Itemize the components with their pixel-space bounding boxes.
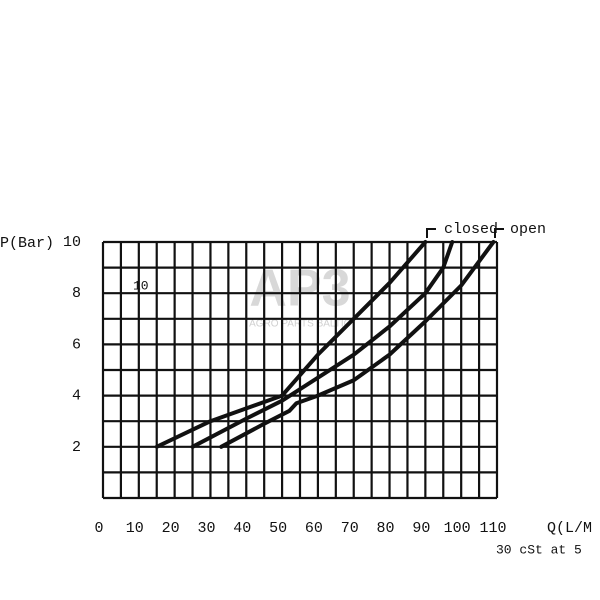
x-tick-label: 30 [197,520,215,537]
x-tick-label: 110 [479,520,506,537]
note: 30 cSt at 5 [496,542,582,557]
y-tick-label: 8 [72,285,81,302]
y-tick-label: 10 [63,234,81,251]
x-tick-label: 20 [162,520,180,537]
curve [154,240,428,449]
x-tick-label: 10 [126,520,144,537]
x-tick-label: 70 [341,520,359,537]
annotation: closed [444,221,498,238]
y-axis-label: P(Bar) [0,235,54,252]
x-tick-label: 80 [377,520,395,537]
x-tick-label: 100 [444,520,471,537]
inner-label: 10 [133,278,149,293]
y-tick-label: 2 [72,439,81,456]
x-tick-label: 90 [412,520,430,537]
x-axis-label: Q(L/M [547,520,592,537]
x-tick-label: 0 [94,520,103,537]
x-tick-label: 60 [305,520,323,537]
x-tick-label: 50 [269,520,287,537]
open-marker [494,228,504,238]
y-tick-label: 4 [72,388,81,405]
closed-marker [426,228,436,238]
annotation: open [510,221,546,238]
curve [219,240,496,449]
y-tick-label: 6 [72,336,81,353]
x-tick-label: 40 [233,520,251,537]
curve [190,240,455,449]
